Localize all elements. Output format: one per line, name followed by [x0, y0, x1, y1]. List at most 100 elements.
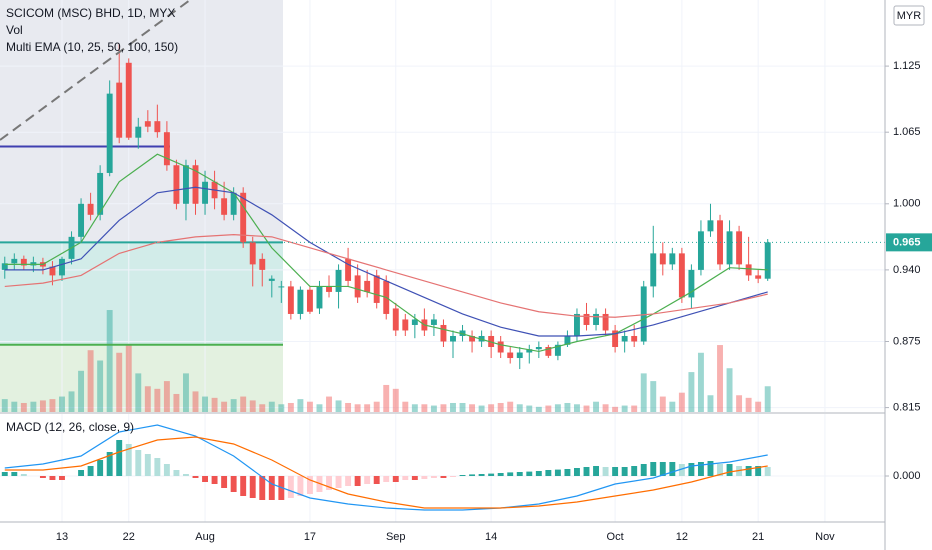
macd-histogram-bar [59, 476, 65, 480]
volume-bar [707, 395, 714, 412]
volume-bar [116, 352, 123, 412]
candle-body [373, 275, 380, 303]
candle-body [163, 132, 170, 166]
currency-box[interactable] [893, 5, 925, 26]
candle-body [335, 269, 342, 292]
ema-line [4, 234, 768, 318]
volume-bar [240, 396, 247, 412]
last-price-label: 0.965 [893, 236, 921, 248]
volume-bar [593, 401, 599, 412]
volume-bar [450, 402, 456, 412]
candle-body [316, 286, 323, 309]
macd-histogram-bar [421, 476, 428, 479]
candle-body [554, 344, 561, 356]
macd-histogram-bar [755, 466, 762, 476]
candle-body [736, 231, 743, 265]
volume-bar [650, 381, 657, 412]
volume-bar [488, 404, 495, 412]
candle-body [678, 253, 685, 298]
candle-body [259, 258, 266, 270]
macd-histogram-bar [383, 476, 390, 482]
y-tick-label: 1.065 [893, 126, 921, 138]
volume-bar [287, 402, 294, 412]
macd-histogram-bar [163, 464, 170, 476]
volume-bar [612, 406, 619, 412]
candle-body [707, 220, 714, 232]
macd-histogram-bar [574, 468, 580, 476]
macd-histogram-bar [640, 464, 647, 476]
candle-body [440, 324, 447, 342]
candle-body [326, 286, 332, 292]
volume-bar [469, 404, 476, 412]
volume-bar [59, 396, 65, 412]
volume-bar [392, 388, 399, 412]
volume-bar [726, 368, 733, 412]
macd-histogram-bar [564, 469, 571, 476]
candle-body [564, 335, 571, 345]
volume-bar [125, 345, 132, 412]
x-tick-label: 13 [56, 531, 68, 543]
macd-histogram-bar [78, 470, 85, 476]
candle-body [392, 308, 399, 331]
macd-histogram-bar [297, 476, 304, 496]
macd-legend: MACD (12, 26, close, 9) [6, 420, 134, 434]
macd-histogram-bar [392, 476, 399, 482]
volume-bar [78, 370, 85, 412]
volume-bar [221, 401, 228, 412]
volume-bar [678, 392, 685, 412]
volume-bar [345, 402, 352, 412]
volume-bar [192, 391, 199, 412]
volume-bar [20, 402, 27, 412]
volume-bar [211, 397, 218, 412]
y-tick-label: 0.940 [893, 264, 921, 276]
macd-histogram-bar [173, 470, 180, 476]
volume-bar [316, 404, 323, 412]
macd-histogram-bar [335, 476, 342, 488]
macd-histogram-bar [20, 474, 27, 476]
x-tick-label: 22 [123, 531, 135, 543]
last-price-box [886, 233, 932, 252]
volume-bar [602, 404, 609, 412]
volume-bar [688, 372, 695, 412]
volume-bar [154, 388, 161, 412]
macd-histogram-bar [678, 464, 685, 476]
shaded-region [0, 344, 283, 412]
macd-histogram-bar [535, 471, 542, 476]
macd-histogram-bar [192, 476, 199, 478]
volume-bar [640, 373, 647, 412]
macd-histogram-bar [287, 476, 294, 498]
symbol-title: SCICOM (MSC) BHD, 1D, MYX [6, 6, 175, 20]
volume-bar [87, 350, 94, 412]
candle-body [106, 93, 113, 173]
macd-histogram-bar [764, 467, 771, 476]
y-tick-label: 1.125 [893, 60, 921, 72]
volume-bar [1, 399, 8, 412]
candle-body [411, 319, 418, 325]
volume-bar [49, 399, 56, 412]
macd-histogram-bar [469, 474, 476, 476]
macd-histogram-bar [373, 476, 380, 484]
macd-histogram-bar [402, 476, 409, 480]
x-tick-label: 17 [304, 531, 316, 543]
volume-bar [373, 401, 380, 412]
candle-body [612, 330, 619, 348]
macd-histogram-bar [659, 462, 666, 476]
candle-body [631, 335, 638, 342]
currency-label[interactable]: MYR [897, 10, 922, 22]
volume-bar [364, 404, 371, 412]
candle-body [697, 231, 704, 270]
macd-histogram-bar [516, 472, 523, 476]
x-tick-label: 14 [485, 531, 497, 543]
volume-bar [717, 345, 723, 412]
macd-histogram-bar [116, 440, 123, 476]
volume-bar [430, 405, 437, 412]
macd-histogram-bar [621, 467, 628, 476]
macd-histogram-bar [745, 466, 752, 476]
macd-histogram-bar [306, 476, 313, 494]
macd-histogram-bar [240, 476, 247, 496]
candle-body [116, 82, 123, 138]
candle-body [249, 242, 256, 265]
macd-histogram-bar [593, 466, 599, 476]
candle-body [87, 203, 94, 215]
